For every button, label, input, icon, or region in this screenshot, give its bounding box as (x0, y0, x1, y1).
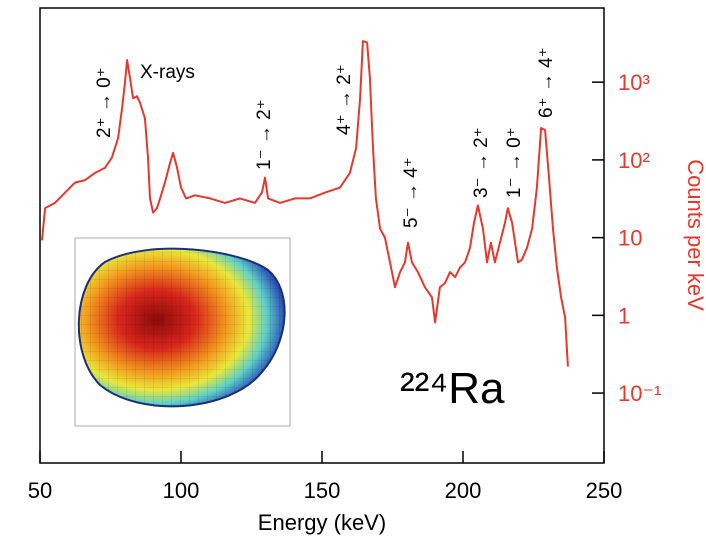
y-tick-label: 10³ (618, 70, 650, 95)
annotation: X-rays (140, 62, 195, 83)
x-tick-label: 200 (445, 478, 482, 503)
y-axis-label: Counts per keV (683, 159, 706, 311)
x-axis-label: Energy (keV) (258, 510, 386, 535)
x-tick-label: 50 (28, 478, 52, 503)
annotation: 6⁺ → 4⁺ (536, 47, 557, 118)
annotation: 4⁺ → 2⁺ (334, 64, 355, 135)
annotation: 1⁻ → 0⁺ (504, 127, 525, 198)
x-tick-label: 150 (304, 478, 341, 503)
annotation: 3⁻ → 2⁺ (471, 127, 492, 198)
x-tick-label: 250 (586, 478, 623, 503)
nucleus-mesh (78, 248, 285, 407)
spectrum-line (41, 40, 569, 367)
annotation: 2⁺ → 0⁺ (94, 67, 115, 138)
x-tick-label: 100 (163, 478, 200, 503)
y-tick-label: 10² (618, 148, 650, 173)
y-tick-label: 1 (618, 303, 630, 328)
y-tick-label: 10 (618, 226, 642, 251)
inset (74, 237, 291, 427)
annotation: 1⁻ → 2⁺ (254, 99, 275, 170)
annotation: ²²⁴Ra (400, 364, 505, 413)
annotation: 5⁻ → 4⁺ (401, 157, 422, 228)
y-tick-label: 10⁻¹ (618, 381, 661, 406)
